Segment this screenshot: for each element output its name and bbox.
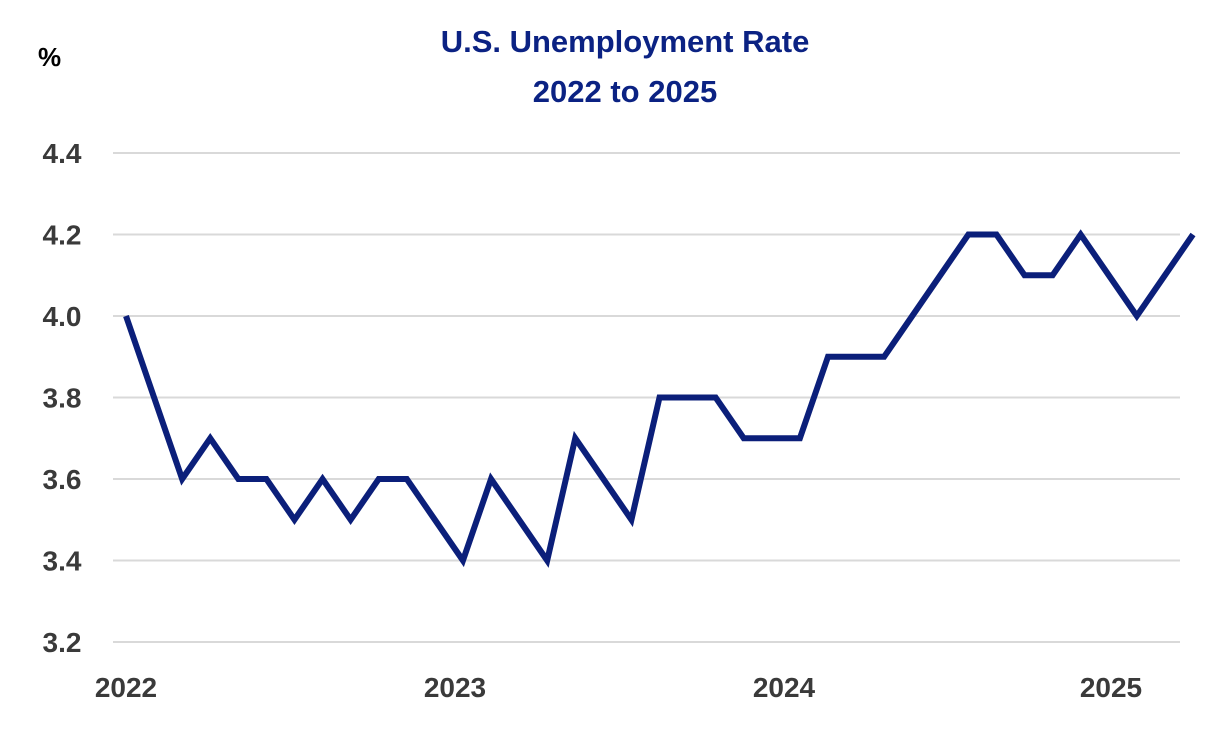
x-tick-label: 2023	[424, 672, 486, 703]
y-tick-label: 4.0	[43, 301, 82, 332]
unemployment-rate-series-line	[123, 229, 1196, 568]
x-tick-label: 2025	[1080, 672, 1142, 703]
x-tick-label: 2022	[95, 672, 157, 703]
y-axis-unit-label: %	[38, 42, 61, 72]
x-axis-tick-labels: 2022 2023 2024 2025	[95, 672, 1142, 703]
series-layer	[123, 229, 1196, 568]
x-tick-label: 2024	[753, 672, 816, 703]
y-tick-label: 3.4	[43, 546, 82, 577]
gridlines	[113, 152, 1180, 643]
y-axis-tick-labels: 3.2 3.4 3.6 3.8 4.0 4.2 4.4	[43, 138, 82, 658]
y-tick-label: 3.2	[43, 627, 82, 658]
y-tick-label: 4.4	[43, 138, 82, 169]
y-tick-label: 4.2	[43, 220, 82, 251]
chart-title: U.S. Unemployment Rate	[441, 24, 810, 59]
y-tick-label: 3.8	[43, 383, 82, 414]
chart-subtitle: 2022 to 2025	[533, 74, 717, 109]
y-tick-label: 3.6	[43, 464, 82, 495]
